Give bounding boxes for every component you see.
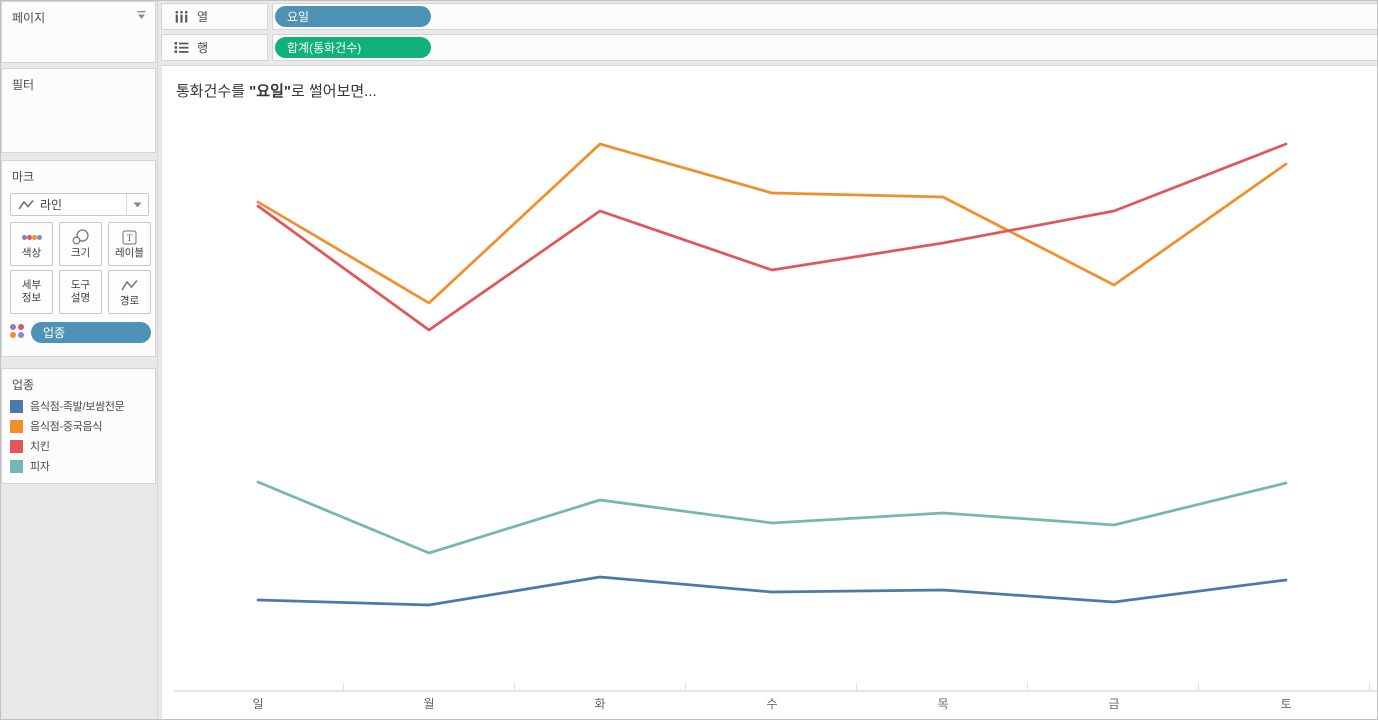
chart-title: 통화건수를 "요일"로 썰어보면... bbox=[176, 80, 377, 101]
series-line-피자[interactable] bbox=[256, 480, 1288, 555]
series-line-치킨[interactable] bbox=[256, 142, 1288, 332]
color-dots-icon bbox=[10, 324, 26, 340]
text-label-icon: T bbox=[122, 229, 137, 246]
columns-shelf-label: 열 bbox=[161, 3, 268, 30]
columns-shelf-text: 열 bbox=[197, 10, 209, 24]
legend-item-label: 음식점-중국음식 bbox=[30, 421, 103, 433]
tooltip-button[interactable]: 도구 설명 bbox=[59, 270, 102, 314]
legend-item-label: 피자 bbox=[30, 461, 50, 473]
path-button[interactable]: 경로 bbox=[108, 270, 151, 314]
path-button-label: 경로 bbox=[119, 294, 140, 307]
tooltip-button-label2: 설명 bbox=[70, 292, 91, 304]
svg-text:T: T bbox=[127, 233, 133, 243]
legend-item[interactable]: 음식점-족발/보쌈전문 bbox=[10, 396, 151, 416]
tooltip-button-label: 도구 bbox=[70, 279, 91, 292]
x-axis-label: 일 bbox=[252, 697, 263, 711]
color-button-label: 색상 bbox=[21, 246, 42, 259]
color-dot bbox=[31, 234, 37, 240]
x-axis-label: 월 bbox=[423, 697, 434, 711]
legend-item-label: 치킨 bbox=[30, 441, 50, 453]
color-dot bbox=[10, 332, 16, 338]
line-zigzag-icon bbox=[18, 199, 34, 211]
legend-items: 음식점-족발/보쌈전문 음식점-중국음식 치킨 피자 bbox=[10, 396, 151, 476]
mark-type-caret[interactable] bbox=[126, 194, 148, 215]
columns-pill[interactable]: 요일 bbox=[275, 6, 431, 27]
chart-title-emphasis: "요일" bbox=[249, 83, 291, 100]
rows-shelf-label: 행 bbox=[161, 34, 268, 61]
marks-field-pill[interactable]: 업종 bbox=[31, 321, 151, 343]
columns-shelf[interactable]: 요일 bbox=[272, 3, 1377, 30]
columns-icon bbox=[174, 10, 189, 23]
x-axis-label: 목 bbox=[937, 697, 948, 711]
mark-type-value: 라인 bbox=[40, 198, 63, 212]
series-line-음식점-족발/보쌈전문[interactable] bbox=[256, 575, 1288, 607]
mark-type-select[interactable]: 라인 bbox=[10, 193, 149, 216]
legend-swatch bbox=[10, 419, 23, 433]
rows-pill[interactable]: 합계(통화건수) bbox=[275, 37, 431, 58]
size-button-label: 크기 bbox=[70, 246, 91, 259]
label-button[interactable]: T 레이블 bbox=[108, 222, 151, 266]
detail-button-label2: 정보 bbox=[21, 292, 42, 304]
color-dot bbox=[18, 332, 24, 338]
color-dot bbox=[10, 324, 16, 330]
pages-card-label: 페이지 bbox=[12, 11, 46, 25]
rows-shelf[interactable]: 합계(통화건수) bbox=[272, 34, 1377, 61]
legend-item-label: 음식점-족발/보쌈전문 bbox=[30, 401, 125, 413]
color-dots-icon bbox=[21, 229, 42, 246]
detail-button[interactable]: 세부 정보 bbox=[10, 270, 53, 314]
legend-swatch bbox=[10, 459, 23, 473]
marks-pill-row: 업종 bbox=[10, 321, 151, 343]
label-button-label: 레이블 bbox=[115, 246, 144, 259]
path-zigzag-icon bbox=[121, 277, 138, 294]
x-axis-label: 토 bbox=[1280, 697, 1291, 711]
size-button[interactable]: 크기 bbox=[59, 222, 102, 266]
pages-dropdown-icon[interactable] bbox=[136, 10, 147, 21]
size-circles-icon bbox=[72, 229, 90, 246]
filters-card: 필터 bbox=[1, 68, 156, 153]
x-axis-label: 화 bbox=[594, 697, 605, 711]
chart-panel: 통화건수를 "요일"로 썰어보면... 일 월 화 수 목 금 토 bbox=[161, 65, 1377, 719]
legend-item[interactable]: 치킨 bbox=[10, 436, 151, 456]
rows-icon bbox=[174, 41, 189, 54]
legend-swatch bbox=[10, 399, 23, 413]
legend-item[interactable]: 음식점-중국음식 bbox=[10, 416, 151, 436]
marks-card: 마크 라인 bbox=[1, 160, 156, 357]
color-legend-card: 업종 음식점-족발/보쌈전문 음식점-중국음식 치킨 피자 bbox=[1, 368, 156, 484]
color-button[interactable]: 색상 bbox=[10, 222, 53, 266]
x-axis-label: 금 bbox=[1108, 697, 1119, 711]
chart-title-prefix: 통화건수를 bbox=[176, 83, 250, 100]
filters-card-label: 필터 bbox=[12, 78, 35, 92]
legend-item[interactable]: 피자 bbox=[10, 456, 151, 476]
marks-card-label: 마크 bbox=[12, 170, 35, 184]
series-line-음식점-중국음식[interactable] bbox=[256, 142, 1288, 305]
color-dot bbox=[26, 234, 32, 240]
legend-title: 업종 bbox=[12, 378, 35, 392]
pages-card: 페이지 bbox=[1, 1, 156, 63]
left-panel: 페이지 필터 마크 라인 bbox=[1, 1, 158, 719]
chart-title-suffix: 로 썰어보면... bbox=[291, 83, 377, 100]
chevron-down-icon bbox=[133, 202, 142, 207]
color-dot bbox=[21, 234, 27, 240]
rows-shelf-text: 행 bbox=[197, 41, 209, 55]
x-axis-label: 수 bbox=[766, 697, 777, 711]
legend-swatch bbox=[10, 439, 23, 453]
detail-button-label: 세부 bbox=[21, 279, 42, 292]
color-dot bbox=[36, 234, 42, 240]
color-dot bbox=[18, 324, 24, 330]
